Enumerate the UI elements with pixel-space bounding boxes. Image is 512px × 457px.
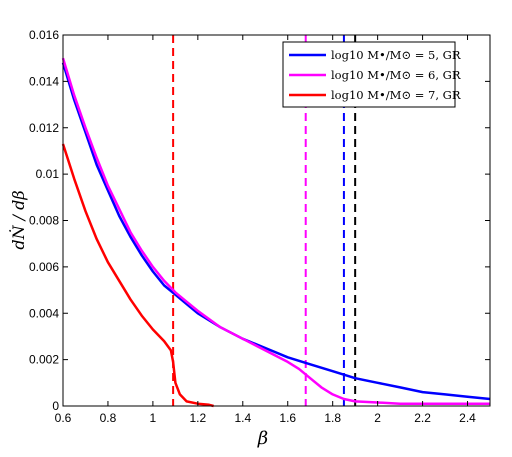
- y-tick-label: 0.016: [29, 28, 59, 42]
- x-tick-label: 1.8: [324, 411, 341, 425]
- y-tick-label: 0.012: [29, 121, 59, 135]
- series-line-3: [61, 143, 214, 408]
- series-line-1: [61, 62, 491, 401]
- x-tick-label: 2.2: [414, 411, 431, 425]
- legend-label-series-2: log10 M•/M⊙ = 6, GR: [331, 68, 461, 82]
- y-tick-label: 0.002: [29, 353, 59, 367]
- y-tick-label: 0.004: [29, 306, 59, 320]
- y-tick-label: 0.01: [36, 167, 60, 181]
- x-tick-label: 0.6: [55, 411, 72, 425]
- y-tick-label: 0.008: [29, 214, 59, 228]
- x-tick-label: 2: [374, 411, 381, 425]
- y-axis-title: dṄ / dβ: [8, 190, 28, 249]
- series-lines: [61, 57, 491, 408]
- x-tick-label: 1: [150, 411, 157, 425]
- x-tick-label: 2.4: [459, 411, 476, 425]
- series-line-2: [61, 57, 490, 405]
- y-tick-label: 0.006: [29, 260, 59, 274]
- x-tick-label: 1.2: [189, 411, 206, 425]
- legend: log10 M•/M⊙ = 5, GR log10 M•/M⊙ = 6, GR …: [282, 41, 461, 108]
- x-tick-label: 0.8: [100, 411, 117, 425]
- legend-label-series-3: log10 M•/M⊙ = 7, GR: [331, 88, 461, 102]
- axis-ticks: [62, 34, 490, 407]
- x-tick-label: 1.6: [279, 411, 296, 425]
- x-axis-title: β: [257, 428, 268, 449]
- y-tick-label: 0.014: [29, 74, 59, 88]
- y-tick-labels: 0 0.002 0.004 0.006 0.008 0.01 0.012 0.014 0.016: [29, 28, 59, 413]
- x-tick-label: 1.4: [234, 411, 251, 425]
- legend-label-series-1: log10 M•/M⊙ = 5, GR: [331, 48, 461, 62]
- y-tick-label: 0: [52, 399, 59, 413]
- x-tick-labels: 0.6 0.8 1 1.2 1.4 1.6 1.8 2 2.2 2.4: [55, 411, 477, 425]
- vertical-reference-lines: [172, 35, 357, 406]
